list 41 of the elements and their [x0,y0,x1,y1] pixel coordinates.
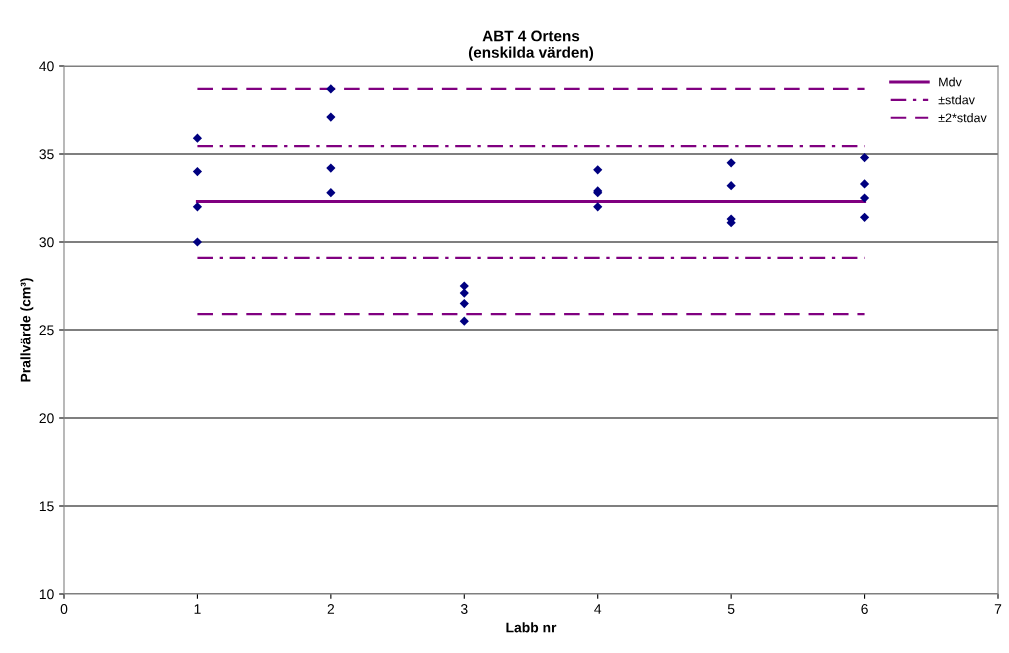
point [326,84,336,94]
point [859,152,870,163]
y-tick-label: 15 [39,501,54,512]
y-tick-label: 40 [39,61,54,72]
point [326,188,336,198]
point [192,133,203,143]
point [192,237,203,247]
point [459,298,469,309]
x-tick-label: 6 [861,604,868,614]
chart-title: ABT 4 Ortens (enskilda värden) [468,30,594,61]
x-tick-label: 3 [460,604,468,614]
y-tick-label: 35 [39,149,54,160]
point [192,202,203,212]
x-axis-title: Labb nr [506,622,557,633]
point [192,166,203,177]
point [726,158,736,168]
point [459,281,469,291]
point [593,202,603,212]
y-tick-label: 20 [39,413,54,424]
x-tick-label: 7 [994,604,1002,614]
x-tick-label: 5 [727,604,735,614]
x-tick-label: 0 [60,604,68,614]
legend-label: ±stdav [938,95,975,105]
y-axis-title: Prallvärde (cm³) [20,278,34,382]
y-tick-label: 30 [39,237,54,248]
legend-label: ±2*stdav [938,113,987,123]
point [326,163,336,173]
legend-label: Mdv [939,77,962,87]
x-tick-label: 2 [327,604,335,614]
x-tick-label: 4 [594,604,602,614]
point [859,179,870,189]
y-tick-label: 25 [39,325,54,336]
point [459,316,469,326]
x-tick-label: 1 [194,604,201,614]
point [726,181,736,191]
point [593,165,603,175]
point [459,288,469,298]
y-tick-label: 10 [39,589,54,600]
point [859,193,870,203]
point [326,112,336,122]
point [859,212,870,222]
